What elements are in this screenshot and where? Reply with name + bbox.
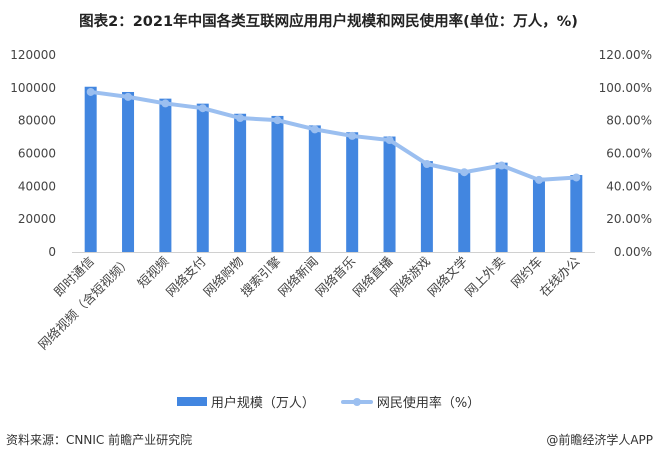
y-left-tick-label: 20000: [18, 212, 56, 226]
y-left-tick-label: 120000: [10, 48, 56, 62]
bar-5: [271, 115, 284, 252]
rate-point-13: [572, 173, 581, 182]
rate-point-0: [86, 87, 95, 96]
rate-line: [90, 89, 577, 182]
bar-13: [570, 175, 583, 252]
rate-point-4: [236, 114, 245, 123]
bar-2: [159, 98, 172, 252]
x-tick-label: 网上外卖: [462, 254, 508, 300]
rate-point-5: [273, 116, 282, 125]
bar-10: [458, 169, 471, 252]
legend-swatch-bar: [176, 397, 207, 406]
y-right-tick-label: 20.00%: [606, 212, 652, 226]
legend-swatch-line: [340, 397, 373, 407]
legend-label-users: 用户规模（万人）: [210, 396, 315, 411]
rate-point-10: [460, 168, 469, 177]
x-tick-label: 网络购物: [200, 254, 246, 300]
legend: 用户规模（万人） 网民使用率（%）: [0, 392, 657, 411]
rate-point-11: [497, 161, 506, 170]
bar-3: [196, 103, 209, 252]
y-right-tick-label: 40.00%: [606, 179, 652, 193]
legend-item-users: 用户规模（万人）: [176, 392, 315, 411]
y-left-tick-label: 100000: [10, 81, 56, 95]
bar-9: [420, 161, 433, 252]
bar-6: [308, 125, 321, 252]
rate-point-3: [198, 104, 207, 113]
source-note: 资料来源：CNNIC 前瞻产业研究院: [6, 433, 193, 447]
rate-point-12: [534, 175, 543, 184]
rate-point-9: [422, 160, 431, 169]
bar-7: [346, 132, 359, 252]
y-left-tick-label: 60000: [18, 147, 56, 161]
y-right-tick-label: 60.00%: [606, 147, 652, 161]
chart-title: 图表2：2021年中国各类互联网应用用户规模和网民使用率(单位：万人，%): [79, 14, 578, 30]
legend-label-rate: 网民使用率（%）: [376, 396, 481, 411]
bar-1: [122, 91, 135, 252]
bar-8: [383, 136, 396, 252]
x-tick-label: 网络文学: [424, 254, 470, 300]
y-left-tick-label: 80000: [18, 114, 56, 128]
y-right-tick-label: 120.00%: [599, 48, 652, 62]
x-tick-label: 在线办公: [536, 253, 582, 299]
x-tick-label: 网络新闻: [275, 254, 321, 300]
bar-4: [234, 113, 247, 252]
bar-11: [495, 162, 508, 252]
x-tick-label: 网络支付: [163, 254, 209, 300]
rate-point-8: [385, 136, 394, 145]
rate-point-2: [161, 99, 170, 108]
y-right-tick-label: 0.00%: [614, 245, 652, 259]
y-left-tick-label: 0: [48, 245, 56, 259]
credit: @前瞻经济学人APP: [546, 433, 653, 447]
y-right-tick-label: 80.00%: [606, 114, 652, 128]
bar-0: [84, 86, 97, 252]
x-tick-label: 搜索引擎: [238, 254, 284, 300]
y-right-tick-label: 100.00%: [599, 81, 652, 95]
x-tick-label: 网络直播: [350, 253, 396, 299]
x-tick-label: 网络游戏: [387, 254, 433, 300]
rate-point-1: [124, 92, 133, 101]
bar-12: [532, 177, 545, 252]
legend-item-rate: 网民使用率（%）: [340, 392, 481, 411]
rate-point-7: [348, 131, 357, 140]
y-left-tick-label: 40000: [18, 179, 56, 193]
x-tick-label: 网络音乐: [312, 254, 358, 300]
rate-point-6: [310, 125, 319, 134]
